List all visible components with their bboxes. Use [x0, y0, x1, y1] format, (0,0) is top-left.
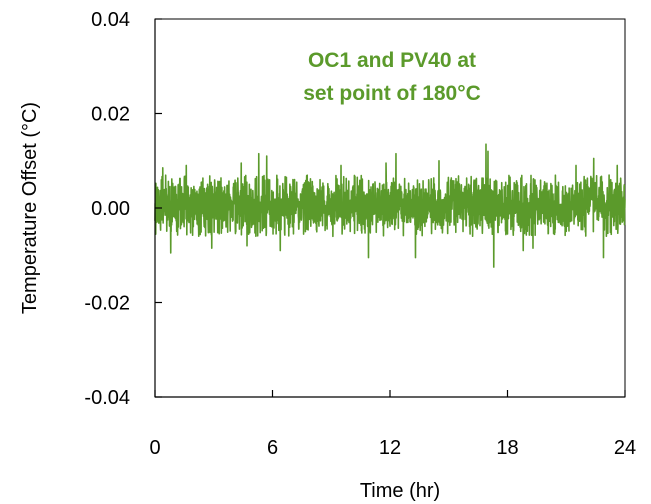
y-tick-label: 0.02 — [91, 104, 130, 126]
annotation-line-1: OC1 and PV40 at — [308, 49, 476, 72]
x-axis-title: Time (hr) — [360, 480, 440, 502]
x-tick-label: 24 — [614, 437, 636, 459]
x-tick-label: 18 — [496, 437, 518, 459]
y-axis-title: Temperature Offset (°C) — [19, 102, 41, 314]
label-layer: Temperature Offset (°C) Time (hr) OC1 an… — [19, 49, 481, 502]
y-tick-label: -0.02 — [84, 293, 130, 315]
series-layer — [154, 143, 626, 268]
annotation-line-2: set point of 180°C — [303, 82, 481, 105]
x-tick-label: 6 — [267, 437, 278, 459]
x-tick-label: 0 — [149, 437, 160, 459]
series-line-temperature-offset — [154, 143, 626, 268]
y-tick-label: 0.04 — [91, 9, 130, 31]
y-tick-label: 0.00 — [91, 198, 130, 220]
x-tick-label: 12 — [379, 437, 401, 459]
axis-layer: 0.04 0.02 0.00 -0.02 -0.04 0 6 12 18 24 — [84, 9, 636, 459]
y-tick-label: -0.04 — [84, 387, 130, 409]
